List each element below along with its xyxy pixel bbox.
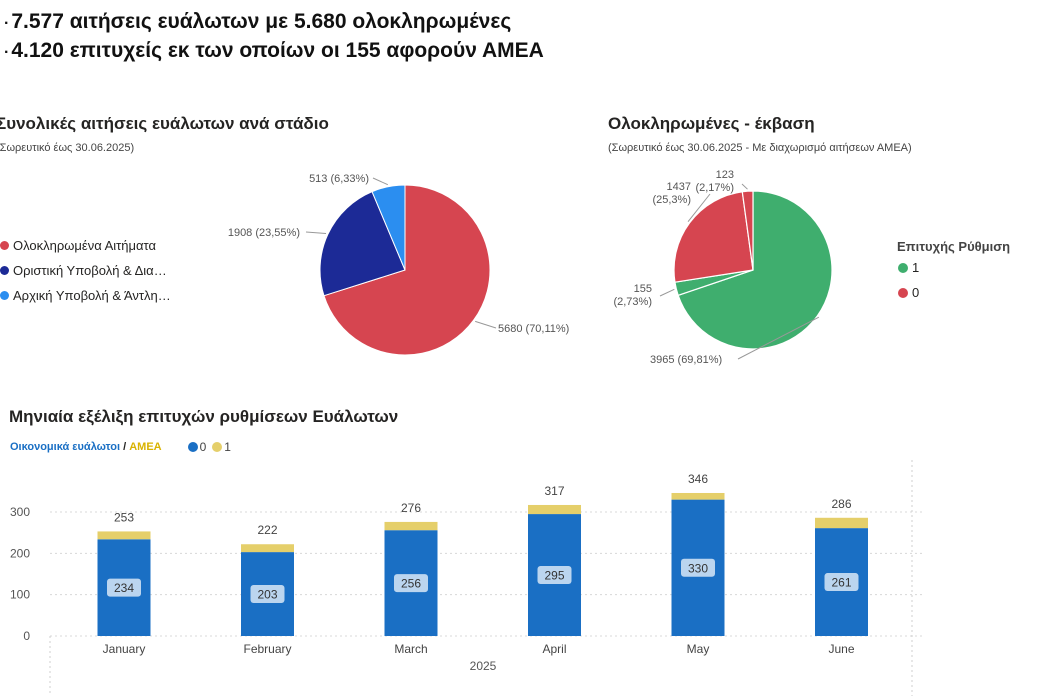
x-tick-label: March: [394, 642, 427, 656]
bar-april-series-1: [528, 504, 581, 515]
value-badge: [250, 585, 285, 604]
legend-label: 0: [199, 440, 207, 454]
bar-value-label: 261: [831, 576, 851, 590]
value-badge: [107, 578, 141, 597]
leader-line: [305, 231, 327, 234]
leader-line: [741, 183, 748, 190]
pie-chart-stages: 5680 (70,11%) 1908 (23,55%) 513 (6,33%): [228, 173, 569, 356]
leader-line: [372, 177, 389, 186]
headline-2: ·4.120 επιτυχείς εκ των οποίων οι 155 αφ…: [4, 39, 544, 63]
pie-slice-3: [371, 184, 406, 271]
pie-data-label: (2,17%): [695, 182, 734, 194]
legend-item-success-0[interactable]: 0: [898, 285, 919, 300]
legend-swatch: [898, 287, 908, 298]
bar-total-label: 317: [544, 484, 564, 498]
value-badge: [394, 574, 428, 593]
panel2-title: Ολοκληρωμένες - έκβαση: [608, 114, 815, 133]
bar-value-label: 330: [688, 561, 708, 575]
leader-line: [659, 288, 675, 297]
headline-2-text: 4.120 επιτυχείς εκ των οποίων οι 155 αφο…: [11, 39, 544, 62]
legend-label: Οριστική Υποβολή & Δια…: [13, 263, 167, 278]
bar-march-series-1: [384, 521, 438, 531]
legend-item-series-1[interactable]: 1: [212, 440, 231, 454]
bar-total-label: 253: [114, 510, 134, 524]
panel2-legend-title: Επιτυχής Ρύθμιση: [897, 239, 1011, 254]
x-tick-label: May: [687, 642, 710, 656]
headline-1: ·7.577 αιτήσεις ευάλωτων με 5.680 ολοκλη…: [4, 10, 511, 34]
legend-item-series-0[interactable]: 0: [187, 440, 207, 454]
pie-slice-3: [673, 191, 754, 283]
legend-title-separator: /: [120, 441, 130, 453]
bar-may-series-1: [671, 492, 725, 500]
bar-value-label: 256: [401, 577, 421, 591]
legend-swatch: [0, 266, 9, 275]
y-tick-label: 300: [10, 505, 30, 519]
legend-swatch: [0, 291, 9, 300]
bar-value-label: 295: [544, 569, 564, 583]
legend-item-completed[interactable]: Ολοκληρωμένα Αιτήματα: [0, 238, 156, 253]
pie-slice-1: [677, 190, 833, 350]
legend-label: Ολοκληρωμένα Αιτήματα: [13, 238, 157, 253]
pie-data-label: 513 (6,33%): [309, 173, 369, 185]
legend-swatch: [898, 262, 908, 273]
legend-item-initial-submission[interactable]: Αρχική Υποβολή & Άντλη…: [0, 288, 171, 303]
panel3-legend: Οικονομικά ευάλωτοι / ΑΜΕΑ 0 1: [10, 440, 237, 454]
panel3-title: Μηνιαία εξέλιξη επιτυχών ρυθμίσεων Ευάλω…: [9, 407, 399, 426]
bar-chart-monthly: 0 100 200 300 234 253 January 203 222 February 256…: [10, 460, 925, 696]
x-tick-label: April: [542, 642, 566, 656]
x-tick-label: June: [828, 642, 854, 656]
bar-total-label: 222: [257, 523, 277, 537]
pie-data-label: 155: [634, 283, 652, 295]
legend-item-success-1[interactable]: 1: [898, 260, 919, 275]
y-tick-label: 0: [23, 629, 30, 643]
bar-total-label: 276: [401, 501, 421, 515]
value-badge: [824, 573, 859, 592]
pie-data-label: (2,73%): [613, 296, 652, 308]
value-badge: [537, 566, 572, 585]
legend-label: Αρχική Υποβολή & Άντλη…: [13, 288, 171, 303]
pie-slice-4: [741, 190, 754, 271]
legend-swatch: [0, 241, 9, 250]
legend-label: 0: [912, 285, 920, 300]
panel1-title: Συνολικές αιτήσεις ευάλωτων ανά στάδιο: [0, 114, 329, 133]
panel2-subtitle: (Σωρευτικό έως 30.06.2025 - Με διαχωρισμ…: [608, 142, 912, 154]
pie-data-label: (25,3%): [652, 194, 691, 206]
bar-total-label: 346: [688, 472, 708, 486]
bar-value-label: 203: [257, 588, 277, 602]
bar-january-series-1: [97, 531, 151, 540]
legend-title-economic: Οικονομικά ευάλωτοι: [10, 441, 121, 453]
bar-february-series-1: [241, 544, 294, 553]
bar-total-label: 286: [831, 497, 851, 511]
pie-chart-outcome: 3965 (69,81%) 155(2,73%) 1437(25,3%) 123(2,…: [613, 169, 833, 366]
x-tick-label: January: [103, 642, 146, 656]
legend-swatch: [212, 442, 223, 452]
pie-data-label: 3965 (69,81%): [650, 354, 722, 366]
bullet: ·: [4, 15, 10, 32]
pie-slice-1: [323, 184, 491, 356]
value-badge: [681, 558, 715, 577]
leader-line: [475, 320, 497, 329]
bar-june-series-1: [815, 517, 868, 529]
panel1-subtitle: (Σωρευτικό έως 30.06.2025): [0, 142, 135, 154]
legend-title-amea: ΑΜΕΑ: [129, 441, 162, 453]
pie-data-label: 1908 (23,55%): [228, 227, 300, 239]
legend-item-final-submission[interactable]: Οριστική Υποβολή & Δια…: [0, 263, 167, 278]
pie-data-label: 5680 (70,11%): [498, 323, 569, 335]
pie-slice-2: [319, 190, 406, 297]
y-tick-label: 100: [10, 588, 30, 602]
legend-label: 1: [224, 440, 231, 454]
bar-value-label: 234: [114, 581, 134, 595]
legend-swatch: [187, 442, 198, 452]
pie-data-label: 123: [716, 169, 734, 181]
pie-data-label: 1437: [667, 181, 691, 193]
leader-line: [737, 316, 820, 360]
y-tick-label: 200: [10, 546, 30, 560]
x-axis-title: 2025: [470, 659, 497, 673]
bullet: ·: [4, 44, 10, 61]
leader-line: [687, 193, 711, 222]
legend-label: 1: [912, 260, 920, 275]
x-tick-label: February: [243, 642, 291, 656]
headline-1-text: 7.577 αιτήσεις ευάλωτων με 5.680 ολοκληρ…: [11, 10, 512, 33]
